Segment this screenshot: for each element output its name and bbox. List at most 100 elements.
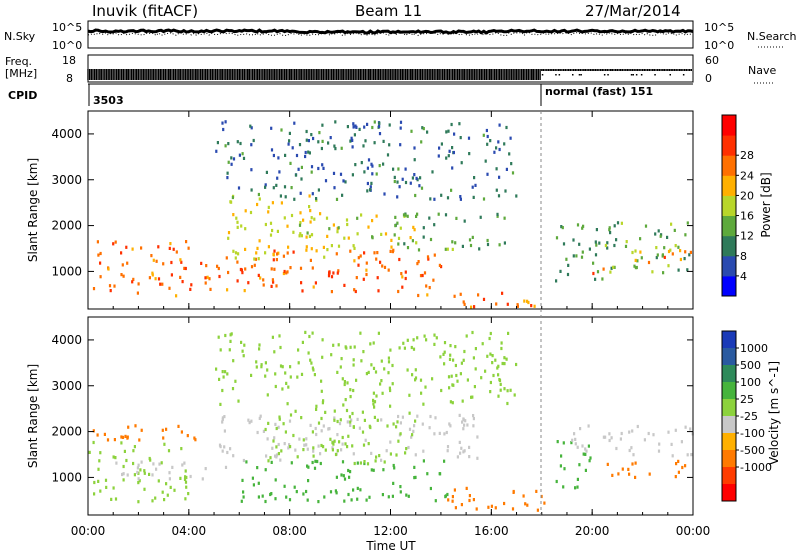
power-cell-11 — [333, 144, 336, 148]
velocity-cell-3 — [256, 466, 259, 470]
power-cell-11 — [334, 120, 337, 124]
power-cell-11 — [350, 136, 353, 140]
velocity-cell-7 — [674, 428, 677, 432]
power-cell-9 — [635, 265, 638, 270]
velocity-cell-3 — [342, 474, 345, 478]
velocity-cell-10 — [228, 348, 231, 352]
velocity-cell-1 — [168, 477, 171, 481]
velocity-cell-10 — [473, 385, 476, 389]
power-cell-0 — [97, 253, 100, 257]
velocity-cell-7 — [670, 442, 673, 446]
power-cell-3 — [428, 286, 431, 290]
power-cell-4 — [390, 245, 393, 249]
velocity-cell-10 — [372, 398, 375, 402]
velocity-cell-5 — [526, 503, 529, 507]
velocity-cell-4 — [284, 430, 287, 434]
power-cell-3 — [271, 278, 274, 282]
velocity-cell-3 — [381, 493, 384, 497]
velocity-cell-2 — [331, 446, 334, 450]
velocity-cell-10 — [375, 394, 378, 398]
velocity-cell-8 — [684, 464, 687, 468]
velocity-cell-10 — [219, 402, 222, 406]
power-cell-11 — [349, 139, 352, 143]
velocity-cell-0 — [185, 485, 188, 489]
velocity-cell-10 — [448, 357, 452, 361]
power-cell-11 — [215, 149, 218, 153]
power-cell-11 — [279, 194, 282, 198]
velocity-cell-10 — [221, 388, 224, 393]
velocity-cell-10 — [226, 372, 229, 376]
velocity-cell-7 — [587, 424, 590, 428]
velocity-cell-10 — [273, 350, 276, 354]
power-cell-9 — [631, 250, 634, 255]
velocity-cell-9 — [106, 438, 110, 442]
nsky-label: N.Sky — [4, 30, 36, 43]
velocity-cell-4 — [376, 418, 379, 422]
power-cell-1 — [270, 267, 273, 271]
power-cell-9 — [686, 221, 689, 225]
velocity-cell-3 — [274, 497, 277, 501]
power-cell-3 — [272, 280, 275, 284]
power-cell-2 — [227, 231, 231, 235]
velocity-cell-7 — [658, 442, 661, 446]
power-cell-2 — [315, 198, 318, 202]
velocity-cell-0 — [99, 489, 102, 493]
velocity-cell-4 — [302, 448, 305, 452]
velocity-cell-4 — [289, 445, 292, 449]
power-cell-9 — [616, 221, 620, 225]
power-cell-3 — [438, 263, 441, 267]
power-cell-11 — [489, 139, 492, 143]
velocity-cell-10 — [286, 402, 289, 406]
power-cell-11 — [401, 177, 404, 181]
power-cell-3 — [336, 271, 339, 275]
power-cell-11 — [451, 146, 454, 150]
velocity-cell-10 — [232, 359, 235, 363]
velocity-cell-9 — [186, 434, 189, 438]
power-cell-5 — [411, 239, 414, 243]
power-cell-11 — [378, 132, 382, 136]
power-cell-2 — [244, 209, 247, 213]
power-cell-3 — [398, 257, 401, 262]
velocity-cell-10 — [301, 340, 304, 344]
power-cell-9 — [633, 264, 636, 268]
velocity-cell-7 — [690, 453, 693, 457]
velocity-cell-10 — [470, 395, 473, 399]
velocity-cell-10 — [274, 372, 277, 376]
velocity-cell-10 — [423, 334, 426, 338]
cpid-entry-2: normal (fast) 151 — [545, 85, 653, 98]
velocity-cell-10 — [379, 382, 382, 386]
velocity-cell-10 — [433, 333, 436, 337]
power-cell-3 — [417, 293, 420, 298]
power-cell-7 — [581, 226, 584, 230]
power-cell-2 — [287, 245, 290, 249]
y-tick-label-3: 4000 — [51, 127, 82, 141]
power-cell-0 — [152, 258, 155, 262]
velocity-cell-7 — [628, 430, 631, 434]
power-cell-10 — [634, 258, 637, 262]
power-cell-4 — [360, 213, 363, 217]
power-cell-11 — [293, 197, 296, 201]
power-cell-11 — [362, 144, 365, 148]
power-cell-11 — [280, 128, 283, 132]
power-colorbar-tick-label-0: 4 — [740, 270, 747, 283]
power-colorbar-swatch-6 — [722, 155, 736, 176]
x-tick-label-6: 00:00 — [676, 524, 711, 538]
power-cell-5 — [416, 212, 419, 216]
power-cell-0 — [131, 280, 134, 284]
power-cell-11 — [224, 120, 227, 124]
power-cell-0 — [168, 286, 171, 290]
velocity-cell-10 — [406, 368, 409, 372]
power-cell-3 — [301, 289, 304, 293]
power-cell-5 — [455, 216, 458, 220]
velocity-cell-2 — [448, 422, 451, 426]
velocity-cell-10 — [284, 371, 287, 375]
power-cell-0 — [131, 247, 134, 251]
power-cell-3 — [416, 262, 419, 266]
velocity-cell-10 — [486, 354, 489, 358]
velocity-cell-7 — [581, 444, 584, 448]
velocity-cell-3 — [352, 488, 355, 492]
power-cell-11 — [355, 125, 358, 129]
power-cell-6 — [516, 303, 519, 307]
power-cell-11 — [388, 123, 391, 127]
power-cell-7 — [566, 272, 570, 277]
